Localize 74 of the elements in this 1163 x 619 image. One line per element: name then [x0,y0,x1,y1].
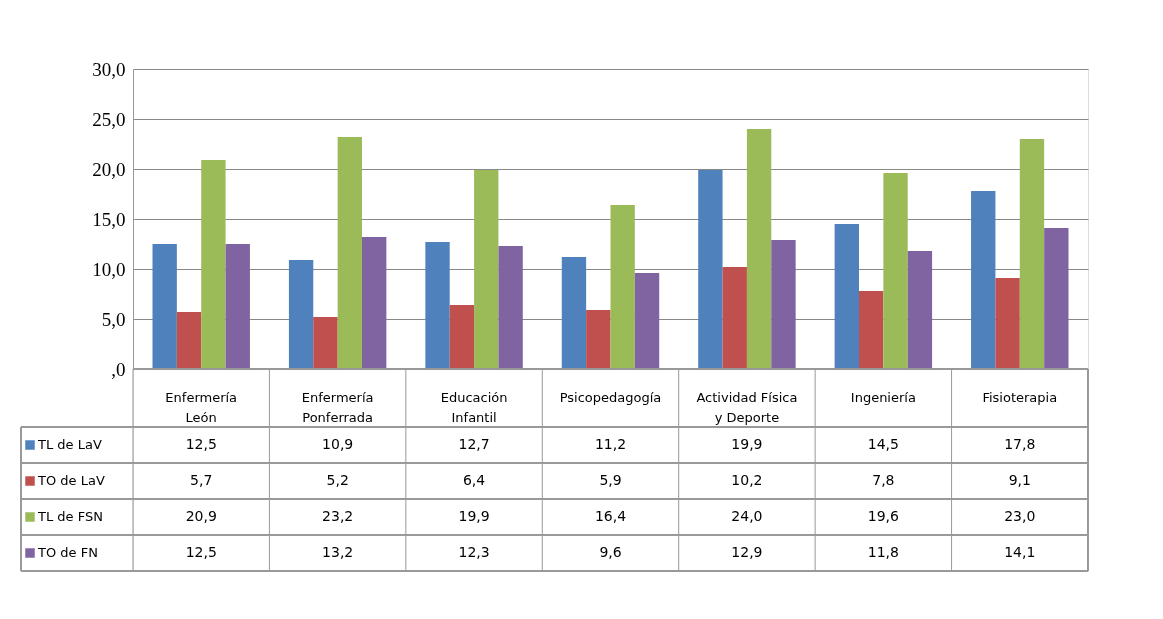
bar [1019,139,1045,369]
bar [907,251,933,369]
data-label: 14,1 [1004,544,1036,560]
y-tick-label: 10,0 [92,258,126,280]
data-label: 23,2 [322,508,354,524]
bar [698,170,723,369]
x-tick-label: Enfermería León [165,390,238,425]
legend-label: TL de FSN [37,509,103,524]
y-tick-label: 20,0 [92,158,126,180]
bar [995,278,1020,369]
data-label: 10,9 [322,436,354,452]
data-label: 12,5 [185,436,217,452]
data-label: 14,5 [867,436,899,452]
data-label: 19,9 [731,436,763,452]
legend-label: TL de LaV [37,437,102,452]
bar [746,129,772,369]
bar [771,240,796,369]
data-label: 19,6 [867,508,900,524]
x-tick-label: Educación Infantil [440,390,508,425]
data-label: 9,6 [599,544,622,560]
data-label: 17,8 [1004,436,1036,452]
data-label: 6,4 [462,472,486,488]
legend-label: TO de FN [37,545,98,560]
bar [362,237,387,369]
x-tick-label: Fisioterapia [982,390,1058,405]
bar [225,244,250,369]
bar [201,160,226,369]
data-label: 23,0 [1004,508,1036,524]
data-label: 5,7 [190,472,213,488]
data-label: 12,5 [185,544,217,560]
bar [313,317,338,369]
legend-label: TO de LaV [37,473,105,488]
bar [883,173,908,369]
x-tick-label: Enfermería Ponferrada [301,390,374,425]
data-label: 10,2 [731,472,763,488]
bar [586,310,611,369]
bar [425,242,450,369]
data-label: 13,2 [322,544,354,560]
y-tick-label: ,0 [111,358,126,380]
y-tick-label: 30,0 [92,58,126,80]
y-tick-label: 5,0 [101,308,126,330]
x-tick-label: Actividad Física y Deporte [696,390,798,425]
data-label: 12,9 [731,544,763,560]
data-label: 24,0 [731,508,763,524]
data-label: 16,4 [594,508,627,524]
bar [610,205,635,369]
data-label: 11,8 [867,544,899,560]
bar [449,305,475,369]
bar [834,224,859,369]
data-label: 12,3 [458,544,490,560]
bar [858,291,884,369]
bar [152,244,177,369]
data-label: 19,9 [458,508,490,524]
bar [561,257,587,369]
data-label: 20,9 [185,508,217,524]
bar [474,170,499,369]
data-label: 11,2 [594,436,627,452]
data-label: 7,8 [872,472,895,488]
bar [337,137,363,369]
bar [1044,228,1069,369]
bar [288,260,314,369]
bar [722,267,747,369]
bar [176,312,202,369]
x-tick-label: Ingeniería [850,390,916,405]
bar [971,191,996,369]
data-label: 12,7 [458,436,490,452]
bar [634,273,660,369]
data-label: 5,9 [599,472,622,488]
y-tick-label: 15,0 [92,208,126,230]
bar [498,246,523,369]
y-tick-label: 25,0 [92,108,126,130]
data-label: 5,2 [326,472,349,488]
x-tick-label: Psicopedagogía [559,390,662,405]
data-label: 9,1 [1008,472,1031,488]
